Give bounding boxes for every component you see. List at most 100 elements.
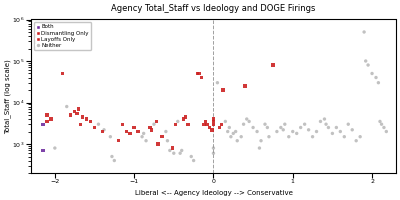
Point xyxy=(83,117,90,121)
Point xyxy=(232,130,239,133)
Point xyxy=(290,130,296,133)
Point xyxy=(44,120,50,123)
Y-axis label: Total_Staff (log scale): Total_Staff (log scale) xyxy=(4,59,11,134)
Point xyxy=(60,72,66,75)
Point xyxy=(101,128,107,131)
Point xyxy=(357,135,363,138)
Point xyxy=(72,110,78,113)
Point xyxy=(298,126,304,129)
Point xyxy=(87,120,94,123)
Point xyxy=(159,135,165,138)
Point xyxy=(151,123,157,126)
Point xyxy=(317,120,324,123)
Point xyxy=(44,113,50,117)
Point xyxy=(258,139,264,142)
Point xyxy=(246,120,252,123)
Point xyxy=(220,88,226,92)
Point xyxy=(313,130,320,133)
Point xyxy=(226,126,232,129)
Point xyxy=(309,135,316,138)
Point xyxy=(202,120,209,123)
Point xyxy=(321,117,328,121)
Point xyxy=(373,76,379,79)
Point xyxy=(349,128,356,131)
Point xyxy=(40,123,46,126)
Point xyxy=(204,123,210,126)
Point xyxy=(48,117,54,121)
Point xyxy=(282,123,288,126)
Point xyxy=(107,135,114,138)
Point xyxy=(182,115,189,119)
Point xyxy=(131,126,137,129)
Point xyxy=(323,123,329,126)
Legend: Both, Dismantling Only, Layoffs Only, Neither: Both, Dismantling Only, Layoffs Only, Ne… xyxy=(34,22,91,50)
Point xyxy=(77,123,84,126)
Point xyxy=(218,123,224,126)
Point xyxy=(210,123,217,126)
Point xyxy=(163,130,169,133)
Point xyxy=(341,135,348,138)
Point xyxy=(254,130,260,133)
Point xyxy=(280,128,286,131)
Point xyxy=(174,120,181,123)
Point xyxy=(266,135,272,138)
Point xyxy=(365,63,371,67)
Point xyxy=(325,126,332,129)
Point xyxy=(294,132,300,135)
Point xyxy=(337,130,344,133)
Point xyxy=(178,149,185,152)
Point xyxy=(375,81,382,84)
Point xyxy=(262,123,268,126)
Point xyxy=(80,115,86,119)
Point xyxy=(99,130,106,133)
Point xyxy=(119,123,126,126)
Point xyxy=(155,142,161,146)
Point xyxy=(274,130,280,133)
Point xyxy=(345,123,352,126)
Point xyxy=(306,128,312,131)
Point xyxy=(115,139,122,142)
Point xyxy=(234,139,240,142)
Point xyxy=(170,152,177,155)
Point xyxy=(135,130,141,133)
Point xyxy=(278,126,284,129)
Point xyxy=(250,126,256,129)
Point xyxy=(188,155,194,158)
Point xyxy=(240,123,247,126)
Point xyxy=(169,146,176,150)
Point xyxy=(209,128,215,131)
Point xyxy=(224,130,231,133)
Point xyxy=(91,126,98,129)
Title: Agency Total_Staff vs Ideology and DOGE Firings: Agency Total_Staff vs Ideology and DOGE … xyxy=(111,4,316,13)
Point xyxy=(185,123,191,126)
Point xyxy=(210,120,217,123)
Point xyxy=(180,117,186,121)
Point xyxy=(256,146,263,150)
Point xyxy=(153,120,160,123)
Point xyxy=(222,120,228,123)
Point xyxy=(244,117,250,121)
Point xyxy=(52,146,58,150)
Point xyxy=(111,159,118,162)
Point xyxy=(196,72,202,75)
Point xyxy=(210,117,217,121)
Point xyxy=(74,112,80,115)
Point xyxy=(381,126,387,129)
Point xyxy=(329,132,336,135)
Point xyxy=(139,135,145,138)
Point xyxy=(206,126,213,129)
Point xyxy=(148,128,155,131)
Point xyxy=(238,135,244,138)
Point xyxy=(264,126,270,129)
Point xyxy=(109,155,115,158)
Point xyxy=(198,76,205,79)
Point xyxy=(40,149,46,152)
Point xyxy=(177,152,183,155)
Point xyxy=(172,123,178,126)
Point xyxy=(64,105,70,108)
Point xyxy=(270,63,276,67)
Point xyxy=(147,126,153,129)
Point xyxy=(201,123,207,126)
Point xyxy=(76,107,82,111)
Point xyxy=(286,135,292,138)
